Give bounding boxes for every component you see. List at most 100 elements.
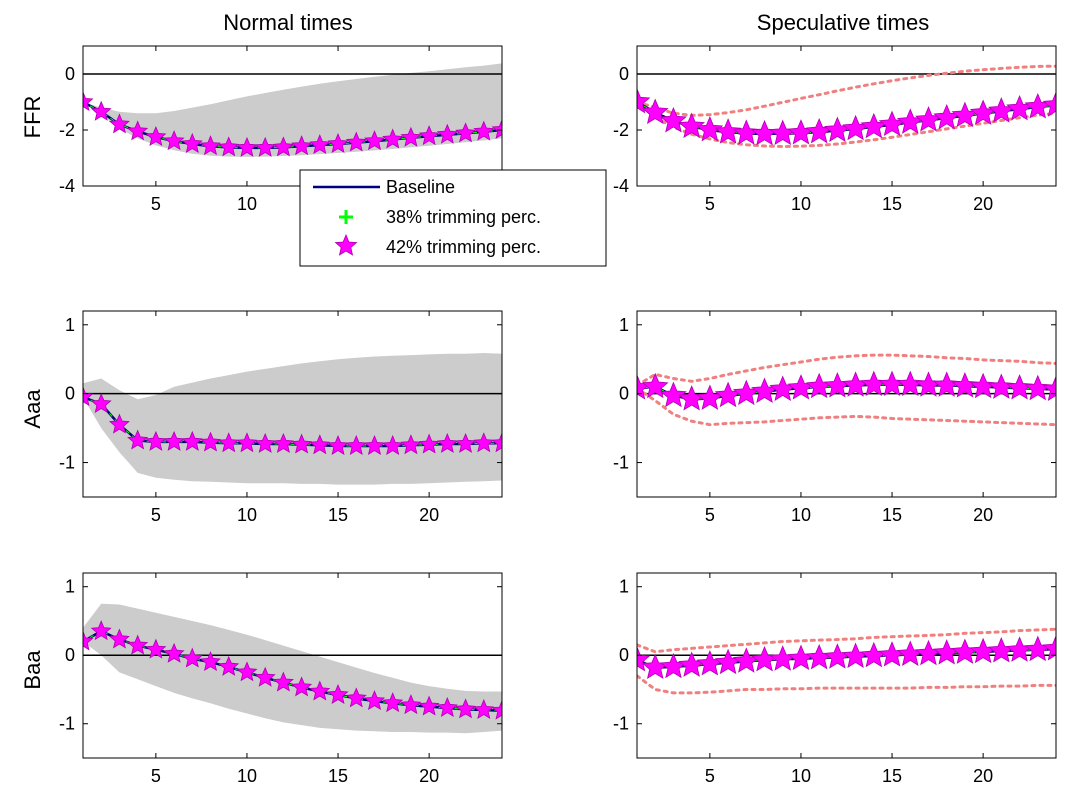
panel-2-0: 5 10 15 20 -1 0 1 bbox=[59, 572, 503, 786]
y-tick-label: -4 bbox=[59, 176, 75, 196]
trim38-line bbox=[637, 648, 1056, 669]
star-point bbox=[345, 687, 367, 708]
star-point bbox=[969, 99, 997, 125]
axes-box bbox=[636, 310, 1057, 498]
x-tick-label: 15 bbox=[328, 505, 348, 525]
star-point bbox=[90, 392, 112, 413]
star-point bbox=[878, 110, 906, 137]
star-point bbox=[678, 112, 705, 139]
star-point bbox=[291, 433, 313, 454]
star-point bbox=[272, 136, 294, 157]
star-point bbox=[860, 641, 888, 668]
star-point bbox=[364, 690, 385, 711]
star-point bbox=[327, 434, 349, 455]
plot-area bbox=[83, 353, 502, 485]
legend-label-trim42: 42% trimming perc. bbox=[386, 237, 541, 257]
x-tick-label: 10 bbox=[791, 505, 811, 525]
band-lower-dotted bbox=[637, 386, 1056, 427]
axes-box bbox=[636, 45, 1057, 187]
band-upper-dotted bbox=[637, 64, 1056, 117]
y-tick-label: -1 bbox=[59, 453, 75, 473]
confidence-band bbox=[83, 63, 502, 157]
star-point bbox=[714, 118, 742, 144]
trim38-line bbox=[83, 101, 502, 149]
star-point bbox=[491, 432, 502, 453]
star-point bbox=[127, 634, 149, 655]
star-point bbox=[418, 695, 440, 716]
star-point bbox=[842, 114, 869, 141]
star-point bbox=[732, 379, 760, 406]
star-point bbox=[732, 119, 760, 145]
plot-area bbox=[637, 353, 1056, 427]
confidence-band bbox=[83, 603, 502, 734]
x-tick-label: 15 bbox=[328, 766, 348, 786]
x-tick-label: 5 bbox=[151, 766, 161, 786]
star-point bbox=[236, 432, 258, 453]
plot-area bbox=[83, 603, 502, 734]
axes-box bbox=[636, 572, 1057, 759]
star-point bbox=[660, 381, 687, 408]
star-point bbox=[896, 640, 924, 666]
x-tick-label: 10 bbox=[791, 766, 811, 786]
x-tick-label: 20 bbox=[419, 505, 439, 525]
star-point bbox=[714, 648, 742, 675]
star-point bbox=[637, 645, 651, 672]
star-point bbox=[473, 120, 495, 141]
confidence-band bbox=[83, 353, 502, 485]
star-point bbox=[200, 135, 221, 156]
star-point bbox=[896, 370, 924, 397]
star-point bbox=[751, 645, 778, 672]
star-point bbox=[400, 694, 422, 715]
star-point bbox=[127, 429, 149, 450]
star-point bbox=[218, 136, 240, 157]
star-point bbox=[83, 386, 94, 407]
star-point bbox=[108, 413, 130, 434]
legend: Baseline 38% trimming perc. 42% trimming… bbox=[299, 169, 607, 267]
star-point bbox=[108, 113, 130, 134]
axes-box bbox=[82, 572, 503, 759]
star-point bbox=[473, 698, 495, 719]
y-tick-label: -2 bbox=[613, 120, 629, 140]
y-tick-label: 0 bbox=[619, 384, 629, 404]
star-point bbox=[787, 374, 815, 400]
star-point bbox=[988, 373, 1015, 399]
star-point bbox=[327, 132, 349, 153]
star-point bbox=[236, 136, 258, 157]
star-point bbox=[1042, 91, 1056, 117]
star-point bbox=[436, 696, 458, 717]
star-point bbox=[272, 671, 294, 692]
star-point bbox=[327, 683, 349, 704]
star-point bbox=[678, 651, 705, 677]
star-point bbox=[824, 116, 851, 142]
x-tick-label: 5 bbox=[705, 505, 715, 525]
y-tick-label: -2 bbox=[59, 120, 75, 140]
y-tick-label: 0 bbox=[65, 64, 75, 84]
star-point bbox=[291, 676, 313, 697]
axes-box bbox=[82, 310, 503, 498]
star-point bbox=[491, 118, 502, 139]
x-tick-label: 15 bbox=[882, 766, 902, 786]
y-tick-label: -1 bbox=[613, 453, 629, 473]
star-point bbox=[1024, 92, 1052, 119]
star-point bbox=[181, 430, 203, 451]
star-point bbox=[236, 661, 258, 682]
star-point bbox=[1042, 375, 1056, 401]
x-tick-label: 10 bbox=[237, 505, 257, 525]
star-point bbox=[1024, 635, 1052, 662]
band-lower-dotted bbox=[637, 674, 1056, 695]
star-point bbox=[254, 432, 276, 453]
star-point bbox=[896, 108, 924, 134]
star-point bbox=[418, 433, 440, 454]
trim38-line bbox=[83, 396, 502, 447]
row-label-baa: Baa bbox=[20, 650, 45, 690]
star-point bbox=[455, 432, 477, 453]
star-point bbox=[933, 639, 961, 665]
x-tick-label: 5 bbox=[705, 766, 715, 786]
panel-1-0: 5 10 15 20 -1 0 1 bbox=[59, 310, 503, 525]
row-label-ffr: FFR bbox=[20, 96, 45, 139]
legend-label-baseline: Baseline bbox=[386, 177, 455, 197]
star-point bbox=[90, 100, 112, 121]
star-point bbox=[181, 132, 203, 153]
star-point bbox=[272, 432, 294, 453]
band-upper-dotted bbox=[637, 627, 1056, 654]
